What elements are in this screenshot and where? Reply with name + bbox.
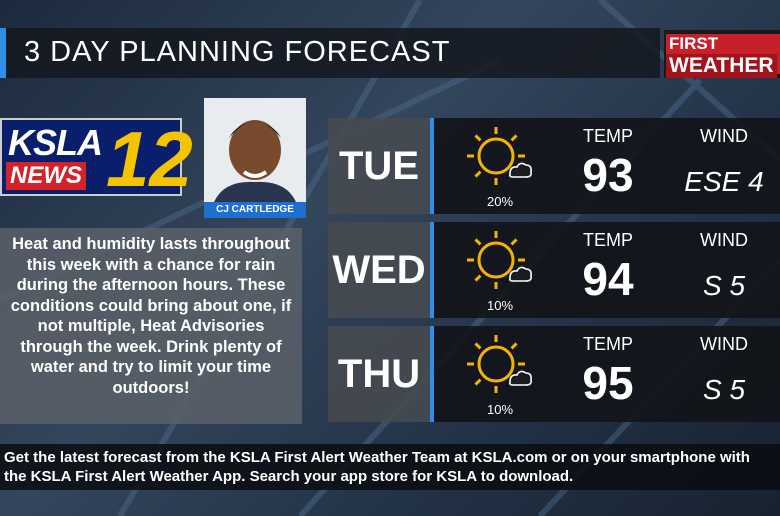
rain-chance: 10% <box>486 298 514 313</box>
logo-news: NEWS <box>6 162 86 190</box>
forecast-panel: 10% TEMP 94 WIND S 5 <box>430 222 780 318</box>
brand-line: WEATHER <box>666 54 777 78</box>
wind-value: S 5 <box>702 270 746 301</box>
day-name: TUE <box>339 144 419 188</box>
rain-chance: 10% <box>486 402 514 417</box>
day-box: WED <box>328 222 430 318</box>
wind-value: S 5 <box>702 374 746 405</box>
wind-label: WIND <box>700 334 748 354</box>
day-name: THU <box>337 352 421 396</box>
presenter-name: CJ CARTLEDGE <box>204 202 306 218</box>
day-box: TUE <box>328 118 430 214</box>
temperature: 93 <box>582 149 634 201</box>
brand: FIRST ALERT WEATHER <box>664 30 780 78</box>
sun-icon <box>467 127 532 185</box>
presenter-photo: CJ CARTLEDGE <box>204 98 306 218</box>
wind-label: WIND <box>700 126 748 146</box>
logo-name: KSLA <box>8 122 103 163</box>
forecast-panel: 10% TEMP 95 WIND S 5 <box>430 326 780 422</box>
sun-icon <box>467 231 532 289</box>
forecast-panel: 20% TEMP 93 WIND ESE 4 <box>430 118 780 214</box>
logo-channel: 12 <box>106 115 193 203</box>
temp-label: TEMP <box>582 126 633 146</box>
rain-chance: 20% <box>486 194 514 209</box>
day-box: THU <box>328 326 430 422</box>
wind-label: WIND <box>700 230 748 250</box>
temp-label: TEMP <box>582 334 633 354</box>
temp-label: TEMP <box>582 230 633 250</box>
temperature: 95 <box>582 357 634 409</box>
footer: Get the latest forecast from the KSLA Fi… <box>0 444 780 490</box>
header-bar: 3 DAY PLANNING FORECAST <box>0 28 660 78</box>
portrait <box>214 120 296 202</box>
station-logo: 12 KSLA NEWS <box>0 115 193 203</box>
wind-value: ESE 4 <box>684 166 764 197</box>
day-name: WED <box>332 248 426 292</box>
title: 3 DAY PLANNING FORECAST <box>24 36 451 68</box>
sun-icon <box>467 335 532 393</box>
summary: Heat and humidity lasts throughout this … <box>0 228 302 424</box>
temperature: 94 <box>582 253 634 305</box>
